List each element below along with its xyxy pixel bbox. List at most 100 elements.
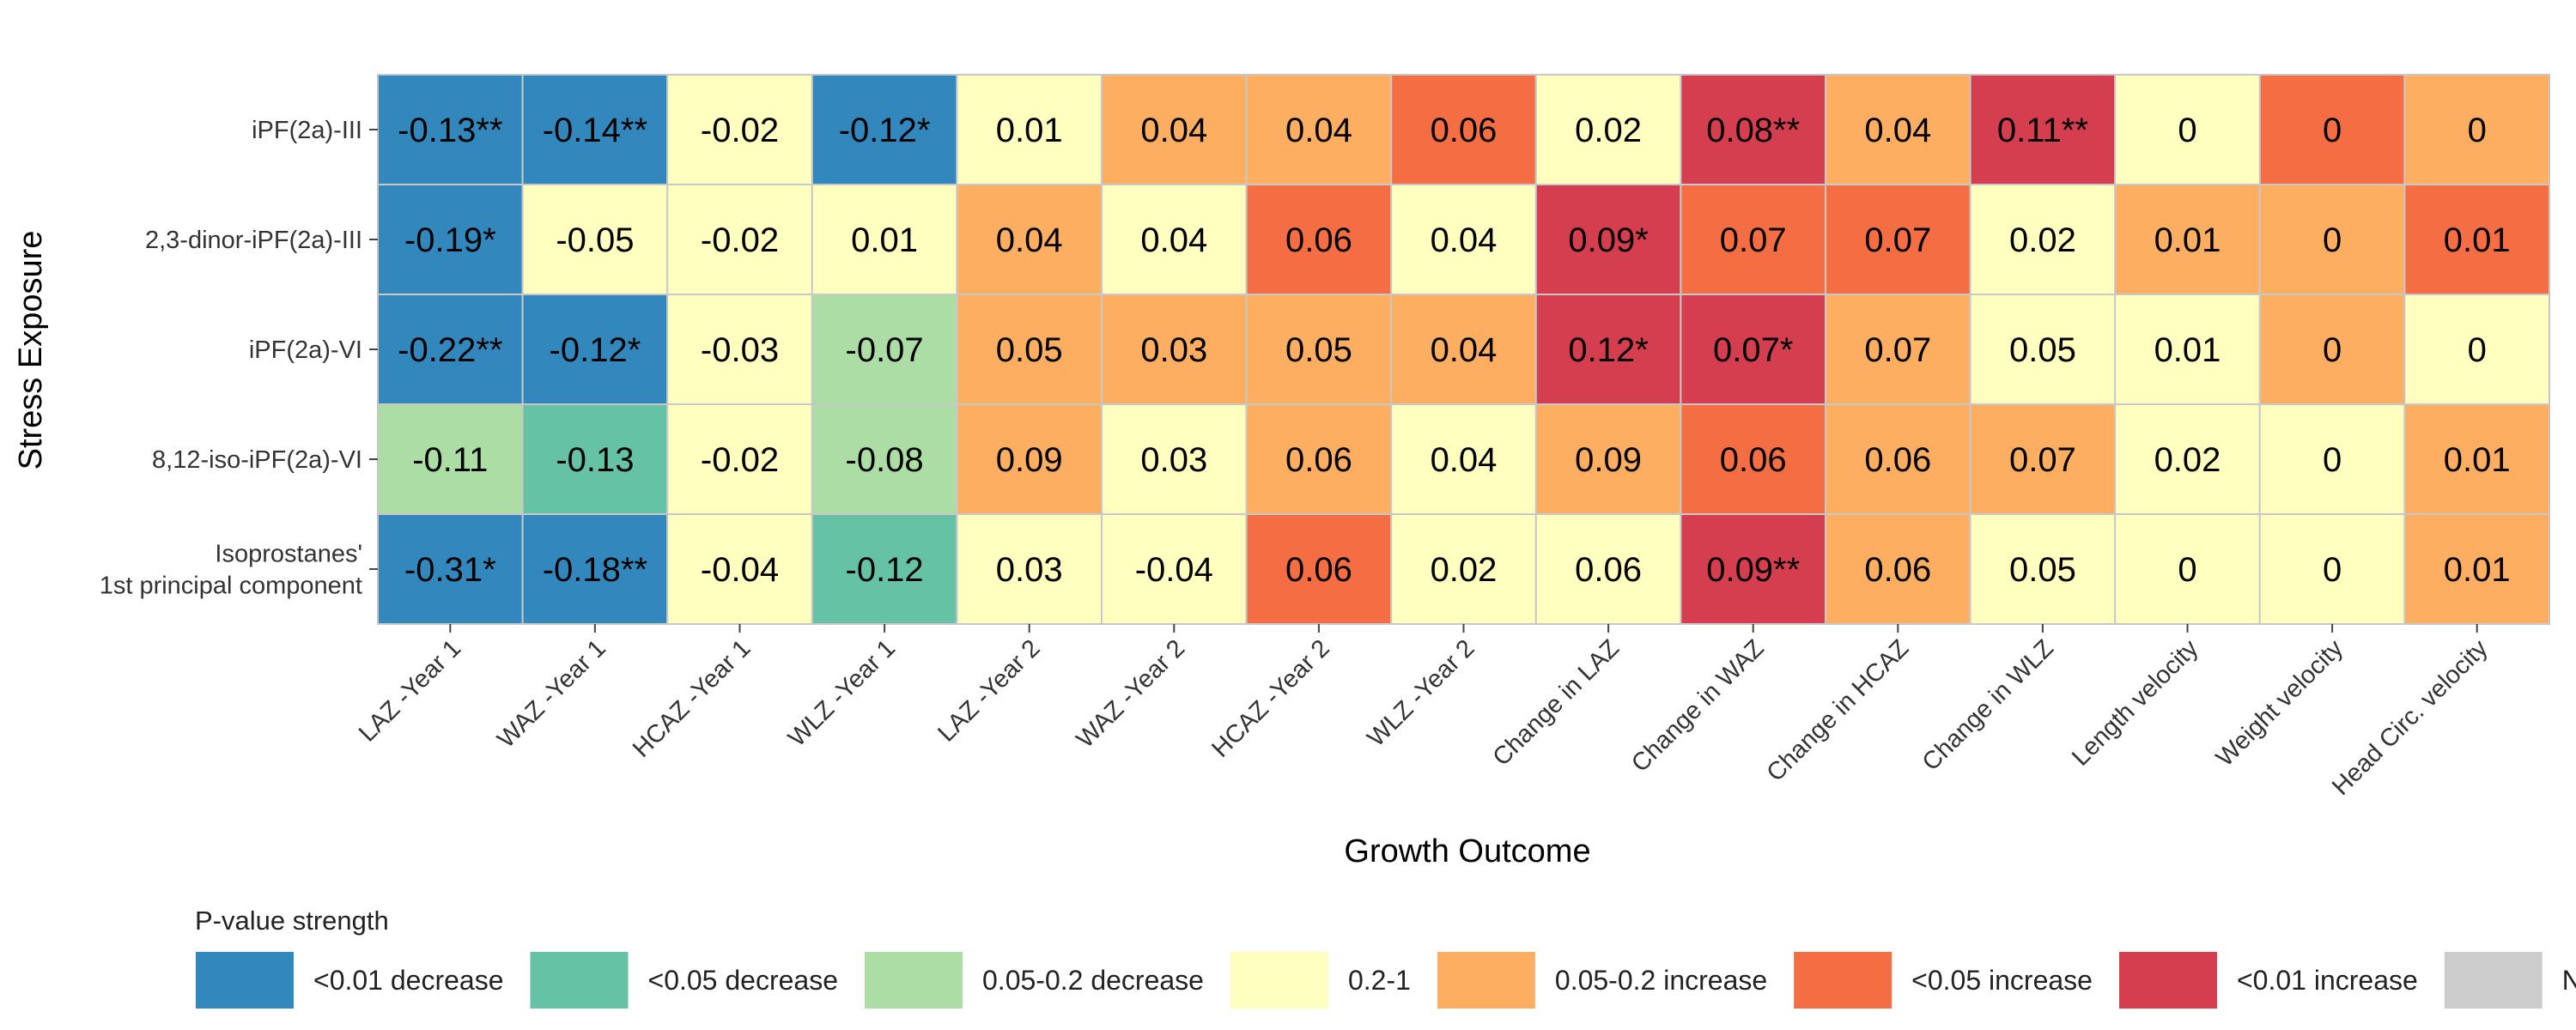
heatmap-cell	[811, 184, 958, 295]
heatmap-cell	[2258, 513, 2406, 625]
legend-item-label: <0.01 increase	[2237, 965, 2418, 996]
cell-value-label: -0.18**	[543, 551, 647, 589]
x-tick-label: WAZ -Year 1	[492, 634, 611, 753]
legend-swatch	[1792, 950, 1894, 1010]
heatmap-cell	[1390, 184, 1537, 295]
heatmap-cell	[1680, 403, 1827, 515]
cell-value-label: -0.22**	[398, 331, 502, 369]
cell-value-label: 0	[2468, 112, 2487, 149]
cell-value-label: -0.02	[701, 112, 779, 149]
cell-value-label: 0	[2468, 331, 2487, 369]
heatmap-cell	[811, 403, 958, 515]
cell-value-label: 0.06	[1285, 441, 1352, 479]
heatmap-cell	[1680, 294, 1827, 405]
x-tick-label: Change in WAZ	[1626, 634, 1770, 778]
y-axis-title: Stress Exposure	[13, 231, 49, 470]
y-tick-label: 2,3-dinor-iPF(2a)-III	[145, 227, 362, 254]
cell-value-label: 0.07	[1864, 221, 1931, 259]
heatmap-cell	[2114, 184, 2261, 295]
x-tick-label: Head Circ. velocity	[2327, 634, 2494, 801]
cell-value-label: 0.01	[2154, 221, 2221, 259]
heatmap-cell	[956, 74, 1103, 185]
cell-value-label: 0.04	[1285, 112, 1352, 149]
cell-value-label: 0	[2323, 112, 2342, 149]
y-tick-label: 8,12-iso-iPF(2a)-VI	[152, 446, 362, 474]
heatmap-cell	[1390, 74, 1537, 185]
cell-value-label: -0.19*	[404, 221, 496, 259]
cell-value-label: 0.05	[2009, 551, 2076, 589]
legend-title: P-value strength	[195, 906, 389, 936]
cell-value-label: -0.12	[846, 551, 924, 589]
heatmap-cell	[666, 74, 813, 185]
y-tick-label: iPF(2a)-III	[252, 117, 362, 144]
x-tick-label: LAZ -Year 1	[354, 634, 466, 747]
legend-item-label: <0.05 decrease	[648, 965, 839, 996]
heatmap-cell	[1101, 513, 1248, 625]
heatmap-cell	[1969, 513, 2117, 625]
legend-swatch	[1435, 950, 1537, 1010]
cell-value-label: 0.04	[1864, 112, 1931, 149]
cell-value-label: -0.07	[846, 331, 924, 369]
x-tick-label: Change in WLZ	[1917, 634, 2059, 776]
cell-value-label: 0.09	[1575, 441, 1642, 479]
heatmap-cell	[1680, 184, 1827, 295]
cell-value-label: 0.01	[2444, 221, 2511, 259]
cell-value-label: 0.04	[1140, 112, 1207, 149]
heatmap-cell	[2114, 74, 2261, 185]
legend-swatch	[2442, 950, 2544, 1010]
cell-value-label: 0.07*	[1713, 331, 1793, 369]
cell-value-label: 0.07	[2009, 441, 2076, 479]
cell-value-label: -0.02	[701, 441, 779, 479]
cell-value-label: 0.04	[996, 221, 1063, 259]
cell-value-label: 0	[2323, 551, 2342, 589]
heatmap-cell	[1534, 294, 1682, 405]
heatmap-cell	[2114, 294, 2261, 405]
cell-value-label: 0.02	[2154, 441, 2221, 479]
heatmap-cell	[2114, 513, 2261, 625]
cell-value-label: 0.03	[1140, 441, 1207, 479]
x-tick-label: WLZ -Year 1	[783, 634, 901, 752]
heatmap-cell	[377, 403, 524, 515]
heatmap-cell	[1825, 403, 1971, 515]
y-tick-label: Isoprostanes'	[215, 541, 362, 568]
heatmap-cell	[1101, 184, 1248, 295]
cell-value-label: 0.04	[1431, 331, 1498, 369]
heatmap-cell	[2403, 184, 2550, 295]
x-tick-label: Weight velocity	[2211, 634, 2349, 772]
heatmap-cell	[521, 403, 669, 515]
y-tick-label: 1st principal component	[100, 573, 362, 600]
cell-value-label: -0.04	[701, 551, 779, 589]
legend-item-label: N	[2562, 965, 2576, 996]
cell-value-label: 0	[2323, 441, 2342, 479]
heatmap-cell	[377, 294, 524, 405]
heatmap-cell	[1969, 294, 2117, 405]
heatmap-cell	[1390, 294, 1537, 405]
heatmap-cell	[2403, 513, 2550, 625]
legend-item-label: 0.05-0.2 decrease	[982, 965, 1204, 996]
cell-value-label: 0.02	[2009, 221, 2076, 259]
cell-value-label: 0.01	[2444, 441, 2511, 479]
cell-value-label: 0.02	[1575, 112, 1642, 149]
heatmap-cell	[1390, 403, 1537, 515]
cell-value-label: 0.06	[1285, 221, 1352, 259]
legend-swatch	[863, 950, 964, 1010]
y-tick-label: iPF(2a)-VI	[249, 336, 362, 364]
cell-value-label: 0.03	[1140, 331, 1207, 369]
cell-value-label: 0.02	[1431, 551, 1498, 589]
cell-value-label: 0	[2178, 112, 2196, 149]
cell-value-label: 0.07	[1720, 221, 1787, 259]
cell-value-label: -0.04	[1135, 551, 1213, 589]
cell-value-label: -0.14**	[543, 112, 647, 149]
heatmap-cell	[811, 513, 958, 625]
x-tick-label: LAZ -Year 2	[933, 634, 1045, 747]
heatmap-cell	[1680, 513, 1827, 625]
heatmap-cell	[811, 74, 958, 185]
cell-value-label: -0.03	[701, 331, 779, 369]
legend: <0.01 decrease <0.05 decrease 0.05-0.2 dec…	[194, 950, 2576, 1010]
cell-value-label: 0.11**	[1997, 112, 2088, 149]
heatmap-cell	[2258, 74, 2406, 185]
cell-value-label: 0	[2323, 331, 2342, 369]
cell-value-label: -0.12*	[839, 112, 931, 149]
cell-value-label: 0.01	[2444, 551, 2511, 589]
